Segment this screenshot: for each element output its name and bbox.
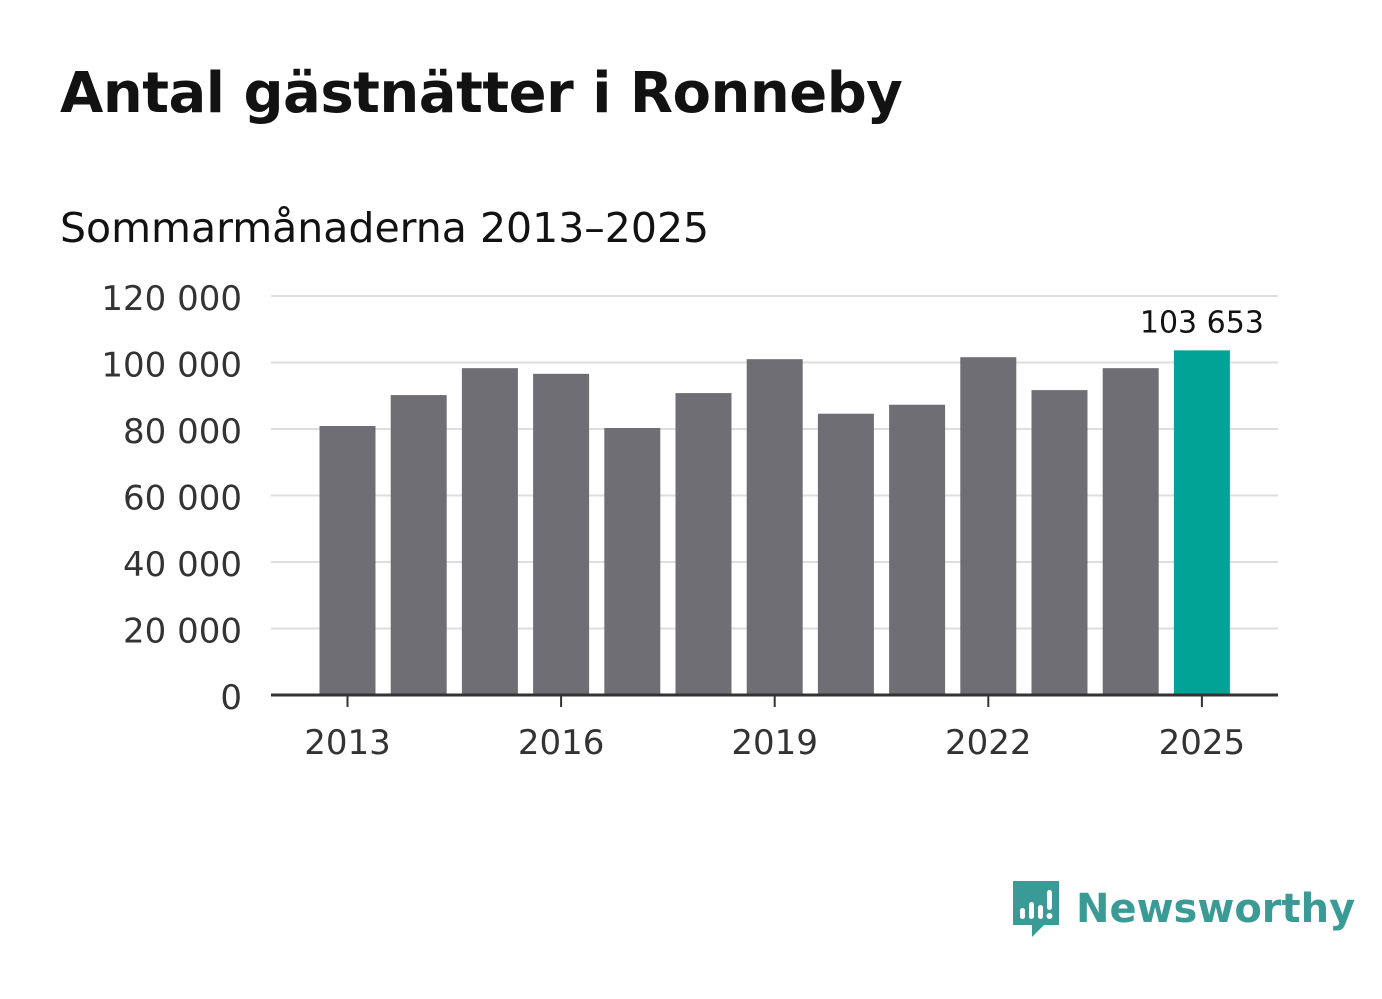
x-tick-label: 2016 [518,723,605,763]
bar-2015 [461,368,518,695]
newsworthy-logo-icon [1013,881,1059,937]
bar-2019 [746,359,803,695]
y-tick-label: 60 000 [123,479,242,519]
data-label-2025: 103 653 [1140,305,1264,340]
x-tick-label: 2019 [731,723,818,763]
chart-subtitle: Sommarmånaderna 2013–2025 [60,204,710,252]
y-tick-label: 120 000 [101,279,242,319]
chart-title: Antal gästnätter i Ronneby [60,61,903,126]
bar-2022 [960,357,1017,695]
bar-2025 [1173,350,1230,695]
bar-2016 [533,373,590,695]
y-tick-label: 100 000 [101,346,242,386]
x-tick-label: 2025 [1159,723,1246,763]
bar-2014 [390,395,447,695]
y-tick-label: 0 [220,678,242,718]
bar-2021 [889,404,946,695]
bar-2024 [1102,368,1159,695]
x-tick-label: 2022 [945,723,1032,763]
y-tick-label: 20 000 [123,612,242,652]
newsworthy-logo: Newsworthy [1010,878,1355,940]
bar-2017 [604,428,661,695]
bar-2018 [675,393,732,695]
y-tick-label: 80 000 [123,412,242,452]
y-tick-label: 40 000 [123,545,242,585]
bar-2020 [817,413,874,695]
brand-name: Newsworthy [1076,886,1356,932]
bars [319,350,1230,695]
x-axis-labels: 2013 2016 2019 2022 2025 [304,695,1245,763]
bar-2013 [319,426,376,695]
x-tick-label: 2013 [304,723,391,763]
bar-2023 [1031,390,1088,695]
y-axis-labels: 0 20 000 40 000 60 000 80 000 100 000 120 000 [101,279,242,718]
